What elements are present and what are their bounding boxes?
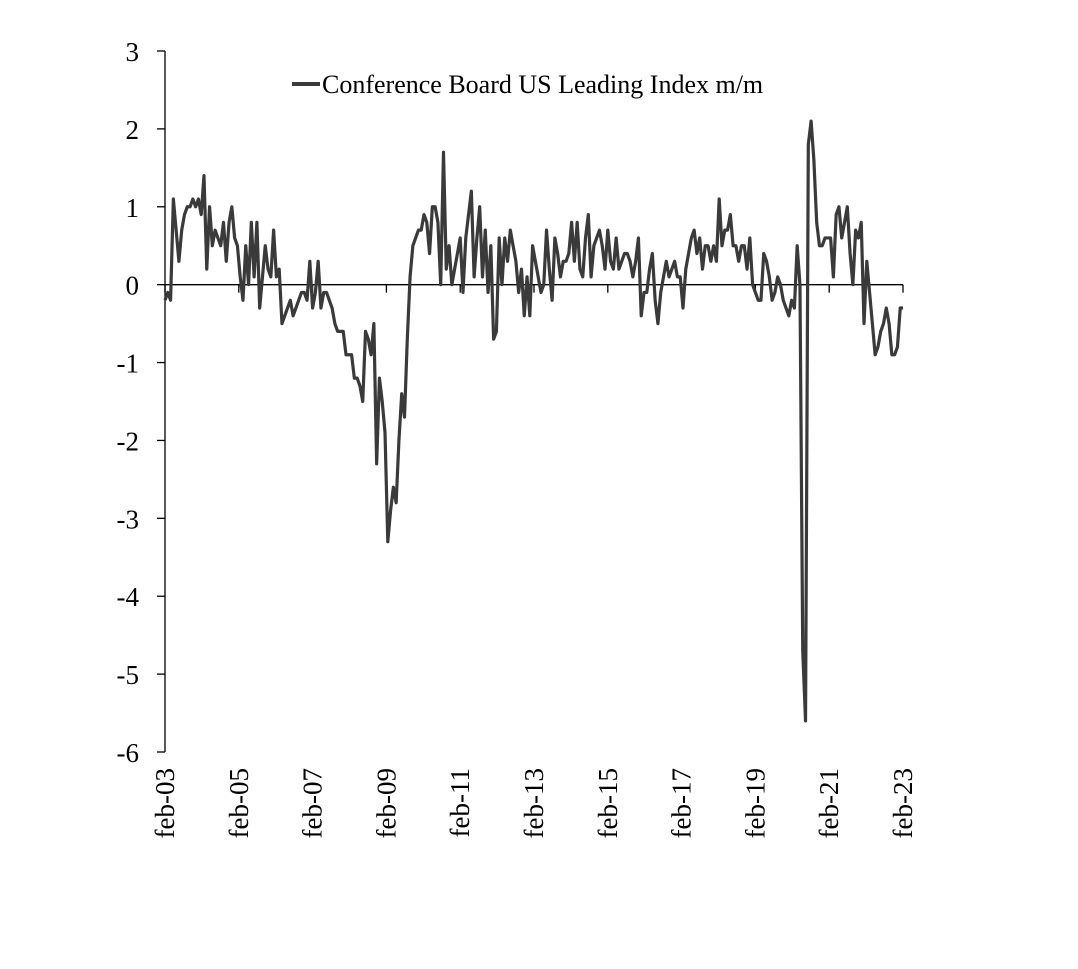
y-tick-label: -2 [117,426,140,456]
x-tick-label: feb-15 [593,768,623,838]
x-tick-label: feb-11 [445,768,475,837]
y-tick-label: -3 [117,504,140,534]
y-tick-label: 0 [126,271,140,301]
x-tick-label: feb-03 [150,768,180,838]
y-tick-label: -4 [117,582,140,612]
axes [164,51,903,752]
y-axis-ticks: 3 2 1 0 -1 -2 -3 -4 -5 -6 [117,37,165,768]
legend-label: Conference Board US Leading Index m/m [322,70,763,99]
series-layer [163,119,903,723]
y-tick-label: 1 [126,193,140,223]
y-tick-label: -5 [117,660,140,690]
y-tick-label: 2 [126,115,140,145]
x-tick-label: feb-07 [298,768,328,838]
x-tick-label: feb-21 [814,768,844,838]
y-tick-label: -1 [117,349,140,379]
x-axis-ticks: feb-03 feb-05 feb-07 feb-09 feb-11 feb-13 feb-… [150,284,918,838]
x-tick-label: feb-05 [224,768,254,838]
y-tick-label: 3 [126,37,140,67]
x-tick-label: feb-09 [371,768,401,838]
legend: Conference Board US Leading Index m/m [292,70,763,99]
x-tick-label: feb-13 [519,768,549,838]
y-tick-label: -6 [117,738,140,768]
x-tick-label: feb-19 [740,768,770,838]
x-tick-label: feb-23 [888,768,918,838]
x-tick-label: feb-17 [667,768,697,838]
series-line [163,119,903,723]
